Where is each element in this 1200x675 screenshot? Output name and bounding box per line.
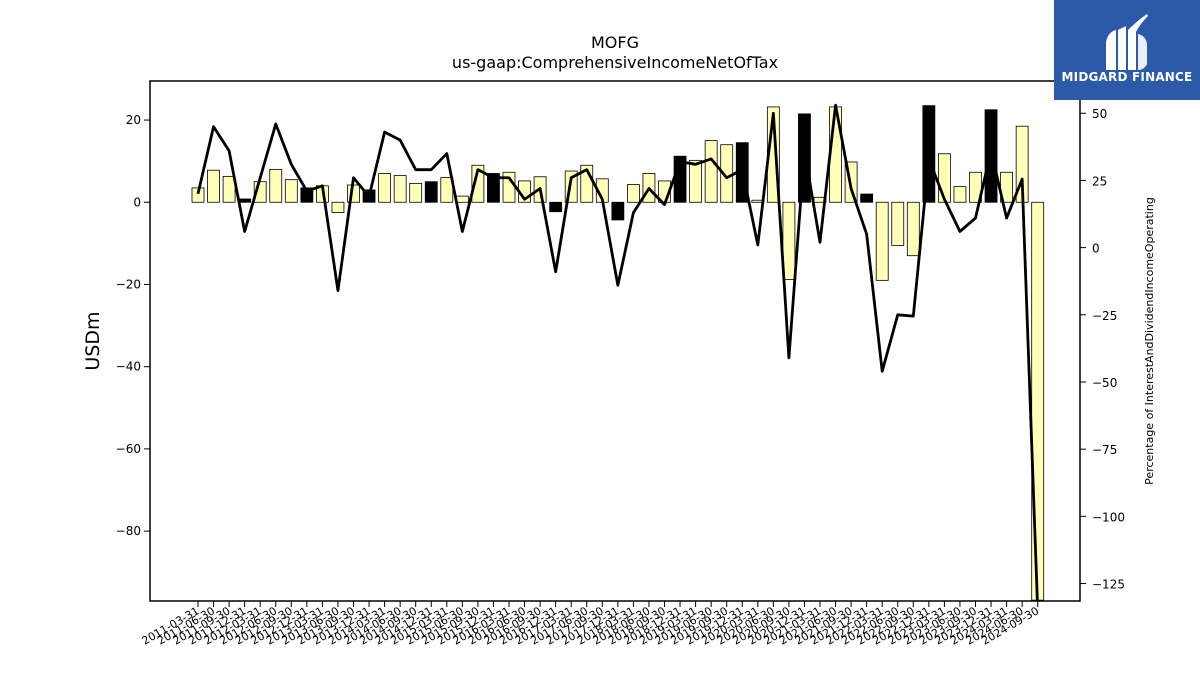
line-path [196, 103, 1039, 601]
y-tick-label: 20 [126, 113, 141, 127]
y2-tick-label: −100 [1092, 510, 1125, 524]
logo-mark-icon [1054, 0, 1200, 100]
bar-2022-06-30 [891, 201, 905, 246]
y2-tick-label: 50 [1092, 107, 1107, 121]
bar-series [191, 105, 1045, 601]
bar-2023-03-31 [938, 153, 951, 203]
bar-2018-03-31 [627, 184, 640, 203]
y-axis-label: USDm [82, 311, 104, 370]
bar-2015-06-30 [455, 195, 469, 203]
bar-2011-09-30 [222, 175, 236, 203]
bar-2016-12-31 [549, 201, 563, 213]
bar-2011-06-30 [207, 169, 220, 203]
bar-2019-06-30 [704, 140, 718, 203]
bar-2014-12-31 [424, 181, 438, 203]
y-tick-label: −20 [116, 277, 141, 291]
bar-2012-06-30 [269, 168, 283, 203]
y-tick-label: −80 [116, 524, 141, 538]
right-axis-ticks: 50 25 0 −25 −50 −75 −100 −125 [1080, 107, 1125, 592]
y2-tick-label: 25 [1092, 174, 1107, 188]
y-tick-label: −60 [116, 442, 141, 456]
chart-title: MOFG [591, 33, 639, 52]
bar-2013-06-30 [331, 201, 345, 213]
x-axis-ticks: 2011-03-312011-06-302011-09-302011-12-31… [140, 601, 1041, 648]
bar-2023-06-30 [953, 186, 967, 203]
bar-2011-12-31 [238, 198, 252, 203]
y-tick-label: −40 [116, 360, 141, 374]
y2-tick-label: −50 [1092, 376, 1117, 390]
chart-subtitle: us-gaap:ComprehensiveIncomeNetOfTax [452, 53, 778, 72]
y2-tick-label: −25 [1092, 309, 1117, 323]
bar-2017-12-31 [611, 201, 625, 221]
bar-2021-12-31 [860, 193, 874, 203]
bar-2014-06-30 [393, 175, 407, 203]
bar-2024-09-30 [1031, 201, 1045, 601]
y2-axis-label: Percentage of InterestAndDividendIncomeO… [1143, 197, 1156, 485]
y-tick-label: 0 [133, 195, 141, 209]
plot-frame [149, 80, 1081, 602]
midgard-finance-logo: MIDGARD FINANCE [1054, 0, 1200, 100]
bar-2014-09-30 [409, 182, 423, 203]
left-axis-ticks: 20 0 −20 −40 −60 −80 [116, 113, 150, 538]
logo-text: MIDGARD FINANCE [1061, 70, 1193, 84]
bar-2022-09-30 [906, 201, 920, 257]
bar-2014-03-31 [378, 173, 392, 203]
bar-2020-09-30 [782, 201, 796, 280]
bar-2015-09-30 [471, 164, 485, 203]
bar-2019-03-31 [689, 159, 702, 203]
bar-2015-12-31 [487, 173, 500, 203]
bar-2022-03-31 [875, 201, 889, 281]
y2-tick-label: −75 [1092, 443, 1117, 457]
y2-tick-label: 0 [1092, 242, 1100, 256]
bar-2012-09-30 [284, 179, 298, 203]
line-series [196, 103, 1039, 601]
y2-tick-label: −125 [1092, 578, 1125, 592]
